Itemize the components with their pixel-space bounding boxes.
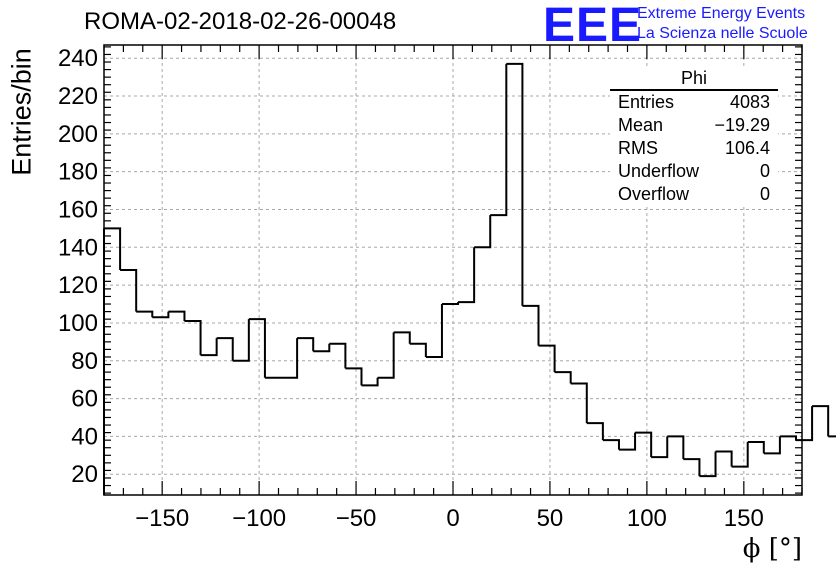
histogram-bin [313, 344, 329, 352]
y-tick-label: 100 [58, 310, 98, 337]
stats-value: 0 [760, 160, 770, 183]
y-tick-label: 160 [58, 196, 98, 223]
y-tick-label: 60 [71, 386, 98, 413]
x-tick-label: 100 [627, 505, 667, 532]
histogram-bin [780, 436, 796, 440]
histogram-bin [297, 338, 313, 351]
histogram-bin [233, 319, 249, 361]
y-tick-label: 200 [58, 121, 98, 148]
histogram-bin [716, 452, 732, 467]
logo-line-1: Extreme Energy Events [637, 5, 805, 23]
histogram-bin [828, 399, 836, 437]
stats-box: Phi Entries 4083 Mean −19.29 RMS 106.4 U… [610, 68, 778, 206]
histogram-bin [603, 440, 619, 449]
y-tick-label: 240 [58, 45, 98, 72]
histogram-bin [410, 344, 426, 357]
stats-value: 106.4 [725, 137, 770, 160]
histogram-bin [490, 64, 506, 215]
stats-label: Underflow [618, 160, 699, 183]
histogram-bin [748, 442, 764, 453]
histogram-bin [619, 433, 635, 450]
stats-row-mean: Mean −19.29 [610, 114, 778, 137]
y-tick-label: 40 [71, 423, 98, 450]
histogram-bin [812, 406, 828, 436]
histogram-bin [699, 452, 715, 477]
y-axis-label: Entries/bin [7, 48, 38, 176]
histogram-bin [683, 459, 699, 476]
histogram-bin [378, 332, 394, 377]
histogram-bin [555, 372, 571, 383]
histogram-bin [361, 378, 377, 386]
stats-value: −19.29 [714, 114, 770, 137]
histogram-bin [184, 321, 200, 355]
x-tick-label: −150 [135, 505, 189, 532]
x-tick-label: 150 [724, 505, 764, 532]
histogram-bin [651, 436, 667, 457]
stats-row-overflow: Overflow 0 [610, 183, 778, 206]
y-tick-label: 80 [71, 348, 98, 375]
histogram-bin [168, 312, 184, 321]
x-tick-label: −50 [336, 505, 377, 532]
histogram-bin [458, 247, 474, 302]
stats-title: Phi [610, 68, 778, 91]
histogram-bin [539, 346, 555, 372]
y-tick-label: 180 [58, 159, 98, 186]
y-tick-label: 220 [58, 83, 98, 110]
run-title: ROMA-02-2018-02-26-00048 [84, 8, 396, 36]
x-tick-label: 0 [446, 505, 459, 532]
histogram-bin [120, 270, 136, 312]
histogram-bin [732, 442, 748, 467]
histogram-bin [217, 338, 233, 361]
histogram-bin [394, 332, 410, 343]
stats-value: 4083 [730, 91, 770, 114]
stats-row-entries: Entries 4083 [610, 91, 778, 114]
histogram-bin [136, 312, 152, 318]
stats-label: Entries [618, 91, 674, 114]
x-tick-label: 50 [537, 505, 564, 532]
histogram-bin [249, 319, 265, 378]
histogram-bin [506, 64, 522, 306]
histogram-bin [667, 436, 683, 459]
x-tick-label: −100 [232, 505, 286, 532]
histogram-bin [587, 423, 603, 440]
stats-label: Overflow [618, 183, 689, 206]
histogram-bin [522, 306, 538, 346]
logo-line-2: La Scienza nelle Scuole [637, 25, 808, 43]
y-tick-label: 20 [71, 461, 98, 488]
eee-logo: EEE [543, 0, 642, 53]
histogram-bin [426, 304, 442, 357]
stats-label: RMS [618, 137, 658, 160]
stats-row-underflow: Underflow 0 [610, 160, 778, 183]
stats-label: Mean [618, 114, 663, 137]
stats-row-rms: RMS 106.4 [610, 137, 778, 160]
histogram-bin [345, 368, 361, 385]
x-axis-label: ϕ [°] [743, 534, 802, 564]
histogram-bin [281, 338, 297, 378]
histogram-bin [796, 406, 812, 440]
y-tick-label: 120 [58, 272, 98, 299]
histogram-bin [329, 344, 345, 369]
histogram-bin [635, 433, 651, 458]
y-tick-label: 140 [58, 234, 98, 261]
histogram-bin [152, 312, 168, 318]
histogram-bin [571, 383, 587, 423]
stats-value: 0 [760, 183, 770, 206]
histogram-bin [474, 215, 490, 247]
histogram-bin [442, 302, 458, 304]
histogram-bin [201, 338, 217, 355]
histogram-bin [764, 436, 780, 453]
